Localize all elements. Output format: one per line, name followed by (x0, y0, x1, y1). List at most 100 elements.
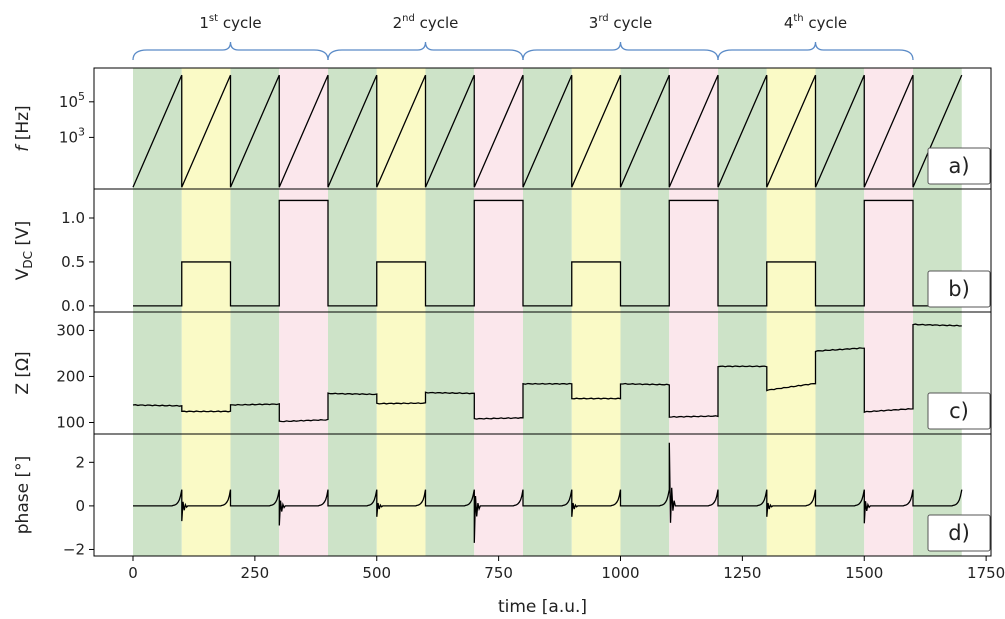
cycle-ordinal: th (793, 13, 803, 24)
y-tick-label: 105 (59, 90, 85, 111)
y-tick-label: 1.0 (61, 209, 85, 227)
y-tick-label: 300 (56, 321, 85, 339)
panel-tag-box-b (927, 270, 991, 308)
y-tick-label: 0.5 (61, 253, 85, 271)
y-label-main: f (13, 143, 33, 152)
phase-band-green (328, 189, 377, 312)
panel-c: 100 200 300 Z [Ω] c) (13, 311, 992, 435)
phase-band-pink (279, 312, 328, 434)
phase-band-pink (864, 312, 913, 434)
phase-band-green (620, 312, 670, 434)
phase-band-yellow (571, 189, 621, 312)
phase-band-yellow (181, 434, 231, 556)
phase-band-yellow (376, 434, 426, 556)
series-line-a (132, 74, 963, 188)
x-axis: 0 250 500 750 1000 1250 1500 1750 time [a.u.] (128, 556, 1005, 617)
phase-bands (133, 189, 962, 312)
phase-band-green (815, 189, 865, 312)
y-tick-label: 200 (56, 367, 85, 385)
cycle-word: cycle (218, 14, 262, 32)
phase-band-green (328, 434, 377, 556)
y-label-main: V (13, 268, 33, 280)
cycle-number: 2 (393, 14, 403, 32)
cycle-annotations: 1st cycle 2nd cycle 3rd cycle 4th cycle (132, 13, 914, 61)
phase-band-yellow (571, 434, 621, 556)
cycle-label-4: 4th cycle (784, 13, 847, 32)
x-tick-label: 750 (484, 564, 513, 582)
y-label-unit: [V] (13, 221, 33, 251)
cycle-label-3: 3rd cycle (589, 13, 652, 32)
phase-band-pink (669, 312, 718, 434)
cycle-ordinal: st (209, 13, 218, 24)
phase-band-pink (279, 189, 328, 312)
phase-band-green (230, 434, 280, 556)
y-axis-label-a: f [Hz] (13, 105, 33, 151)
panel-tag-d: d) (948, 521, 970, 545)
phase-band-pink (864, 434, 913, 556)
y-tick-exp: 3 (78, 125, 85, 138)
phase-band-pink (279, 434, 328, 556)
y-label-unit: [Hz] (13, 105, 33, 145)
cycle-number: 1 (199, 14, 209, 32)
x-tick-label: 1250 (723, 564, 761, 582)
phase-band-green (815, 434, 865, 556)
panel-tag-box-d (927, 514, 991, 552)
y-axis-label-d: phase [°] (13, 456, 33, 534)
cycle-label-1: 1st cycle (199, 13, 261, 32)
panel-frame-d (93, 433, 992, 557)
panel-b: 0.0 0.5 1.0 VDC [V] b) (13, 188, 992, 315)
phase-band-pink (669, 434, 718, 556)
x-tick-label: 1000 (601, 564, 639, 582)
y-axis-label-b: VDC [V] (13, 221, 35, 281)
panel-tag-box-c (927, 392, 991, 430)
phase-band-pink (669, 189, 718, 312)
series-line-b (133, 199, 962, 307)
phase-band-green (523, 312, 572, 434)
phase-band-yellow (766, 434, 816, 556)
y-tick-base: 10 (59, 93, 78, 111)
phase-band-yellow (766, 189, 816, 312)
cycle-word: cycle (609, 14, 653, 32)
phase-band-green (620, 434, 670, 556)
phase-bands (133, 434, 962, 556)
y-tick-label: 0 (75, 497, 85, 515)
phase-band-pink (474, 312, 523, 434)
cycle-brace (327, 41, 524, 61)
series-line-d (133, 442, 963, 543)
phase-band-pink (864, 189, 913, 312)
phase-band-green (718, 312, 767, 434)
phase-band-yellow (766, 312, 816, 434)
y-tick-label: 103 (59, 125, 85, 146)
x-tick-label: 250 (241, 564, 270, 582)
phase-band-yellow (376, 312, 426, 434)
panel-tag-box-a (927, 147, 991, 185)
x-tick-label: 1750 (967, 564, 1005, 582)
phase-band-green (718, 189, 767, 312)
phase-band-green (523, 189, 572, 312)
phase-bands (133, 68, 962, 189)
y-tick-exp: 5 (78, 90, 85, 103)
cycle-word: cycle (415, 14, 459, 32)
cycle-ordinal: rd (598, 13, 608, 24)
panel-tag-c: c) (949, 399, 969, 423)
phase-band-yellow (571, 312, 621, 434)
panel-tag-b: b) (948, 277, 970, 301)
phase-band-green (620, 189, 670, 312)
phase-band-pink (474, 189, 523, 312)
phase-band-green (718, 434, 767, 556)
cycle-brace (717, 41, 914, 61)
x-tick-label: 0 (128, 564, 138, 582)
y-tick-label: 2 (75, 453, 85, 471)
x-tick-label: 1500 (845, 564, 883, 582)
panel-d: −2 0 2 phase [°] d) (13, 433, 992, 558)
cycle-brace (132, 41, 329, 61)
phase-band-green (328, 312, 377, 434)
y-tick-label: −2 (63, 540, 85, 558)
phase-band-yellow (181, 189, 231, 312)
phase-bands (133, 312, 962, 434)
phase-band-pink (474, 434, 523, 556)
phase-band-green (133, 312, 182, 434)
panel-tag-a: a) (948, 154, 969, 178)
